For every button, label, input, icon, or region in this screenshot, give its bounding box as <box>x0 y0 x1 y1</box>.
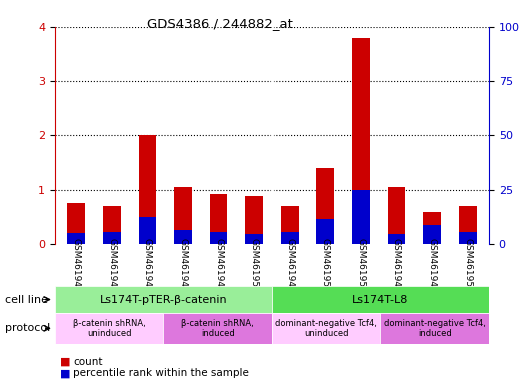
Bar <box>210 194 228 244</box>
Text: GSM461947: GSM461947 <box>107 238 116 292</box>
Text: β-catenin shRNA,
induced: β-catenin shRNA, induced <box>181 319 254 338</box>
Bar <box>272 313 380 344</box>
Text: GSM461949: GSM461949 <box>143 238 152 292</box>
Bar <box>174 187 192 244</box>
Text: GSM461944: GSM461944 <box>285 238 294 292</box>
Text: GSM461943: GSM461943 <box>392 238 401 292</box>
Bar <box>67 203 85 244</box>
Text: ■: ■ <box>60 357 71 367</box>
Bar <box>381 313 489 344</box>
Bar <box>281 232 299 244</box>
Text: GSM461948: GSM461948 <box>214 238 223 292</box>
Bar <box>423 212 441 244</box>
Text: count: count <box>73 357 103 367</box>
Bar <box>55 313 163 344</box>
Bar <box>245 234 263 244</box>
Text: GDS4386 / 244882_at: GDS4386 / 244882_at <box>147 17 292 30</box>
Bar <box>316 168 334 244</box>
Bar <box>459 232 476 244</box>
Text: protocol: protocol <box>5 323 51 333</box>
Text: Ls174T-pTER-β-catenin: Ls174T-pTER-β-catenin <box>99 295 228 305</box>
Bar <box>316 219 334 244</box>
Bar <box>139 217 156 244</box>
Text: GSM461950: GSM461950 <box>249 238 259 292</box>
Bar <box>459 206 476 244</box>
Bar <box>352 190 370 244</box>
Text: GSM461945: GSM461945 <box>428 238 437 292</box>
Bar <box>174 230 192 244</box>
Bar <box>139 136 156 244</box>
Text: cell line: cell line <box>5 295 48 305</box>
Text: dominant-negative Tcf4,
uninduced: dominant-negative Tcf4, uninduced <box>275 319 377 338</box>
Bar <box>352 38 370 244</box>
Bar <box>67 233 85 244</box>
Bar <box>423 225 441 244</box>
Text: dominant-negative Tcf4,
induced: dominant-negative Tcf4, induced <box>384 319 486 338</box>
Text: GSM461951: GSM461951 <box>321 238 330 292</box>
Text: Ls174T-L8: Ls174T-L8 <box>353 295 408 305</box>
Bar <box>163 313 272 344</box>
Text: percentile rank within the sample: percentile rank within the sample <box>73 368 249 378</box>
Text: GSM461946: GSM461946 <box>178 238 188 292</box>
Text: β-catenin shRNA,
uninduced: β-catenin shRNA, uninduced <box>73 319 145 338</box>
Bar <box>210 232 228 244</box>
Text: GSM461942: GSM461942 <box>72 238 81 292</box>
Bar <box>103 206 121 244</box>
Bar <box>245 196 263 244</box>
Bar <box>103 232 121 244</box>
Text: GSM461952: GSM461952 <box>463 238 472 292</box>
Bar <box>388 234 405 244</box>
Bar <box>272 286 489 313</box>
Bar <box>388 187 405 244</box>
Bar <box>281 206 299 244</box>
Bar <box>55 286 272 313</box>
Text: GSM461953: GSM461953 <box>356 238 366 292</box>
Text: ■: ■ <box>60 368 71 378</box>
